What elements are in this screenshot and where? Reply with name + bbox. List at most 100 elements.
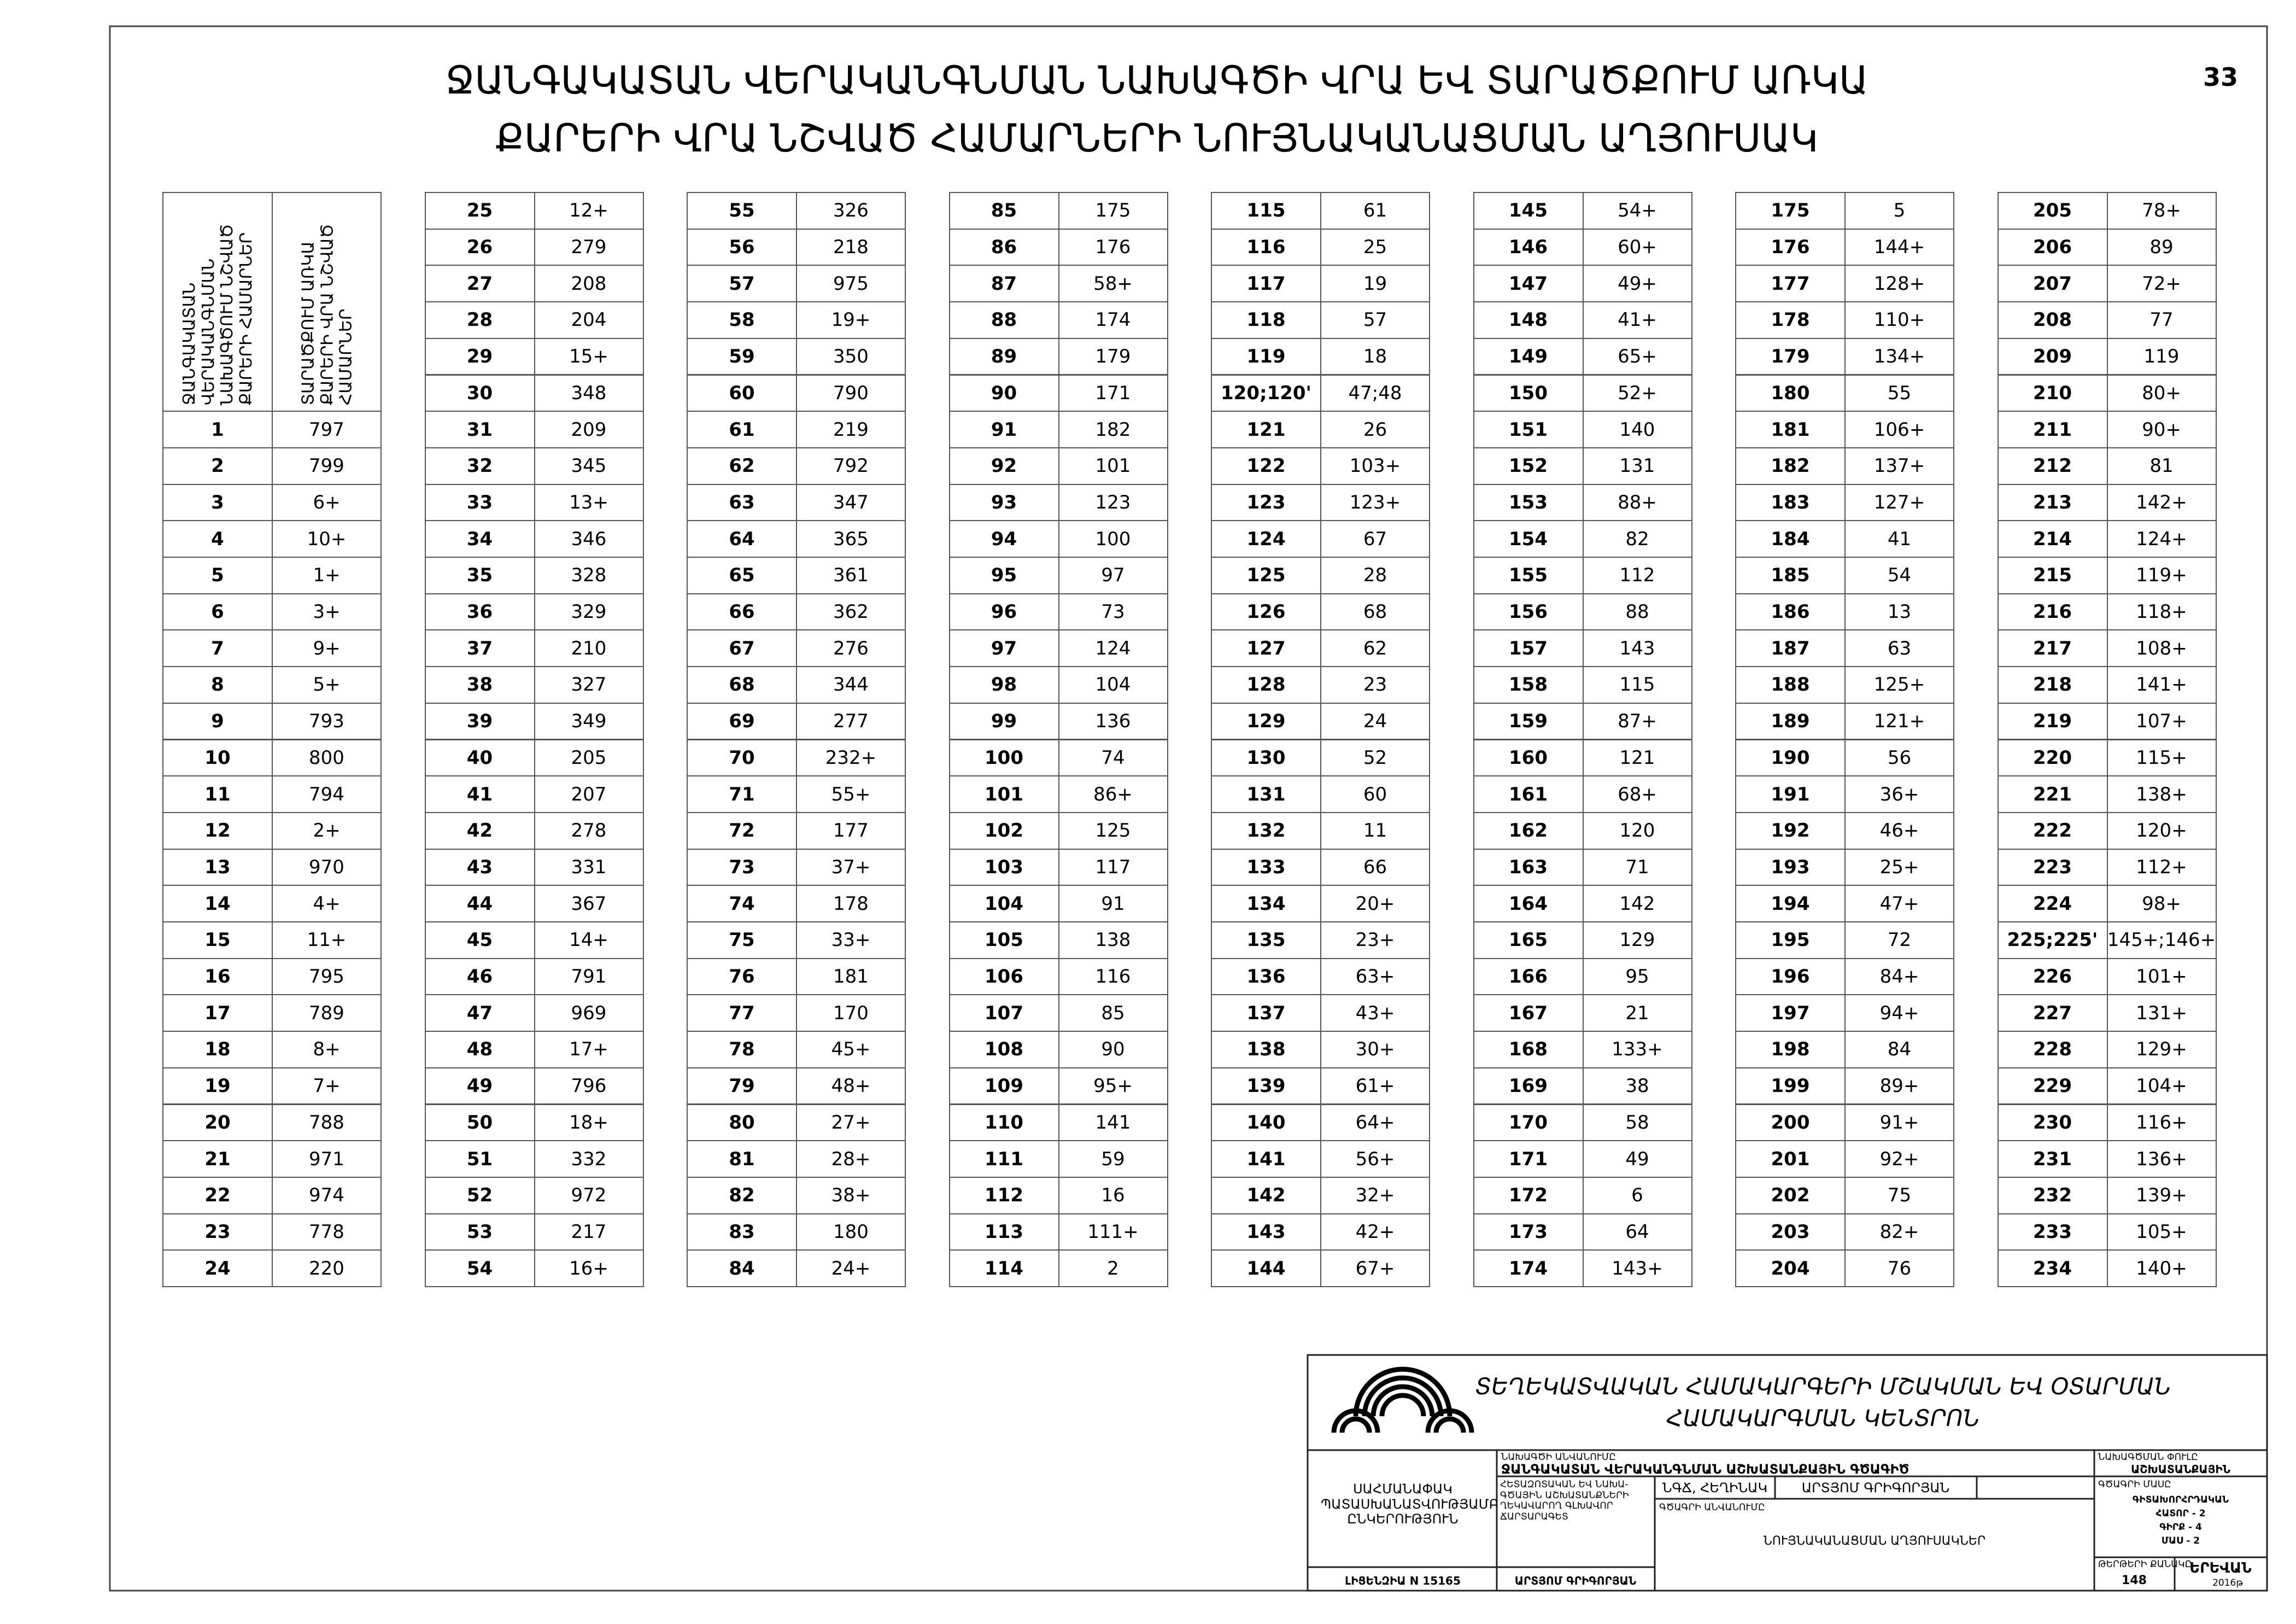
row-key: 232 bbox=[1997, 1176, 2108, 1214]
row-value: 137+ bbox=[1844, 447, 1954, 485]
city: ԵՐԵՎԱՆ bbox=[2189, 1560, 2252, 1576]
row-key: 17 bbox=[162, 994, 273, 1032]
position: ՆԳՃ, ՀԵՂԻՆԱԿ bbox=[1662, 1480, 1768, 1496]
row-key: 206 bbox=[1997, 228, 2108, 266]
license: ԼԻՑԵՆԶԻԱ N 15165 bbox=[1345, 1574, 1461, 1587]
row-key: 228 bbox=[1997, 1031, 2108, 1068]
row-key: 135 bbox=[1211, 921, 1321, 959]
row-key: 216 bbox=[1997, 593, 2108, 631]
row-key: 169 bbox=[1473, 1067, 1584, 1105]
row-value: 89+ bbox=[1844, 1067, 1954, 1105]
row-key: 161 bbox=[1473, 775, 1584, 813]
column-header: ՏԱՐԱԾՔՈՒՄ ԱՌԿԱ ՔԱՐԵՐԻ ՎՐԱ ՆՇՎԱԾ ՀԱՄԱՐՆԵՐ bbox=[272, 192, 382, 412]
row-key: 67 bbox=[687, 629, 797, 668]
row-key: 19 bbox=[162, 1067, 273, 1105]
row-key: 145 bbox=[1473, 192, 1584, 230]
row-key: 49 bbox=[424, 1067, 535, 1105]
row-value: 179 bbox=[1058, 337, 1168, 376]
row-value: 47;48 bbox=[1320, 374, 1430, 412]
row-key: 118 bbox=[1211, 301, 1321, 339]
row-value: 4+ bbox=[272, 885, 382, 922]
row-value: 89 bbox=[2106, 228, 2217, 266]
row-value: 276 bbox=[796, 629, 906, 668]
row-key: 120;120' bbox=[1211, 374, 1321, 412]
row-key: 33 bbox=[424, 483, 535, 522]
label: ԹԵՐԹԵՐԻ ՔԱՆԱԿԸ bbox=[2098, 1559, 2192, 1570]
row-value: 48+ bbox=[796, 1067, 906, 1105]
row-key: 227 bbox=[1997, 994, 2108, 1032]
row-value: 8+ bbox=[272, 1031, 382, 1068]
row-key: 12 bbox=[162, 811, 273, 850]
row-key: 96 bbox=[948, 593, 1059, 631]
row-value: 101+ bbox=[2106, 957, 2217, 996]
row-value: 350 bbox=[796, 337, 906, 376]
row-key: 63 bbox=[687, 483, 797, 522]
row-key: 116 bbox=[1211, 228, 1321, 266]
row-key: 51 bbox=[424, 1140, 535, 1178]
page-number: 33 bbox=[2203, 62, 2239, 92]
row-value: 120 bbox=[1582, 811, 1692, 850]
row-value: 138+ bbox=[2106, 775, 2217, 813]
signature: ԱՐՏՅՈՄ ԳՐԻԳՈՐՅԱՆ bbox=[1514, 1574, 1637, 1587]
row-value: 118+ bbox=[2106, 593, 2217, 631]
row-key: 193 bbox=[1735, 848, 1846, 886]
row-key: 89 bbox=[948, 337, 1059, 376]
row-key: 74 bbox=[687, 885, 797, 922]
row-value: 95+ bbox=[1058, 1067, 1168, 1105]
row-key: 104 bbox=[948, 885, 1059, 922]
row-key: 170 bbox=[1473, 1103, 1584, 1142]
row-key: 40 bbox=[424, 739, 535, 777]
year: 2016թ bbox=[2212, 1578, 2243, 1588]
label: ՆԱԽԱԳԾՄԱՆ ՓՈՒԼԸ bbox=[2098, 1452, 2198, 1463]
row-value: 88+ bbox=[1582, 483, 1692, 522]
row-key: 208 bbox=[1997, 301, 2108, 339]
row-value: 78+ bbox=[2106, 192, 2217, 230]
row-value: 972 bbox=[534, 1176, 644, 1214]
row-key: 213 bbox=[1997, 483, 2108, 522]
row-key: 52 bbox=[424, 1176, 535, 1214]
row-key: 42 bbox=[424, 811, 535, 850]
row-value: 129 bbox=[1582, 921, 1692, 959]
row-key: 131 bbox=[1211, 775, 1321, 813]
row-value: 95 bbox=[1582, 957, 1692, 996]
row-value: 207 bbox=[534, 775, 644, 813]
row-value: 795 bbox=[272, 957, 382, 996]
row-key: 113 bbox=[948, 1213, 1059, 1251]
row-value: 220 bbox=[272, 1249, 382, 1287]
row-value: 77 bbox=[2106, 301, 2217, 339]
row-key: 73 bbox=[687, 848, 797, 886]
row-value: 778 bbox=[272, 1213, 382, 1251]
row-value: 141+ bbox=[2106, 666, 2217, 704]
row-value: 37+ bbox=[796, 848, 906, 886]
row-value: 365 bbox=[796, 520, 906, 558]
row-key: 230 bbox=[1997, 1103, 2108, 1142]
row-key: 197 bbox=[1735, 994, 1846, 1032]
row-value: 107+ bbox=[2106, 702, 2217, 740]
row-key: 168 bbox=[1473, 1031, 1584, 1068]
row-key: 80 bbox=[687, 1103, 797, 1142]
row-value: 361 bbox=[796, 557, 906, 594]
row-value: 60 bbox=[1320, 775, 1430, 813]
row-key: 36 bbox=[424, 593, 535, 631]
row-key: 29 bbox=[424, 337, 535, 376]
row-value: 54 bbox=[1844, 557, 1954, 594]
row-key: 184 bbox=[1735, 520, 1846, 558]
row-value: 67 bbox=[1320, 520, 1430, 558]
row-value: 10+ bbox=[272, 520, 382, 558]
row-key: 117 bbox=[1211, 265, 1321, 303]
title-block-lines bbox=[1307, 1354, 2268, 1592]
row-value: 71 bbox=[1582, 848, 1692, 886]
row-key: 8 bbox=[162, 666, 273, 704]
row-value: 6+ bbox=[272, 483, 382, 522]
row-key: 26 bbox=[424, 228, 535, 266]
row-key: 175 bbox=[1735, 192, 1846, 230]
row-value: 86+ bbox=[1058, 775, 1168, 813]
row-value: 24 bbox=[1320, 702, 1430, 740]
row-value: 344 bbox=[796, 666, 906, 704]
row-value: 115+ bbox=[2106, 739, 2217, 777]
row-key: 127 bbox=[1211, 629, 1321, 668]
row-key: 217 bbox=[1997, 629, 2108, 668]
row-key: 154 bbox=[1473, 520, 1584, 558]
